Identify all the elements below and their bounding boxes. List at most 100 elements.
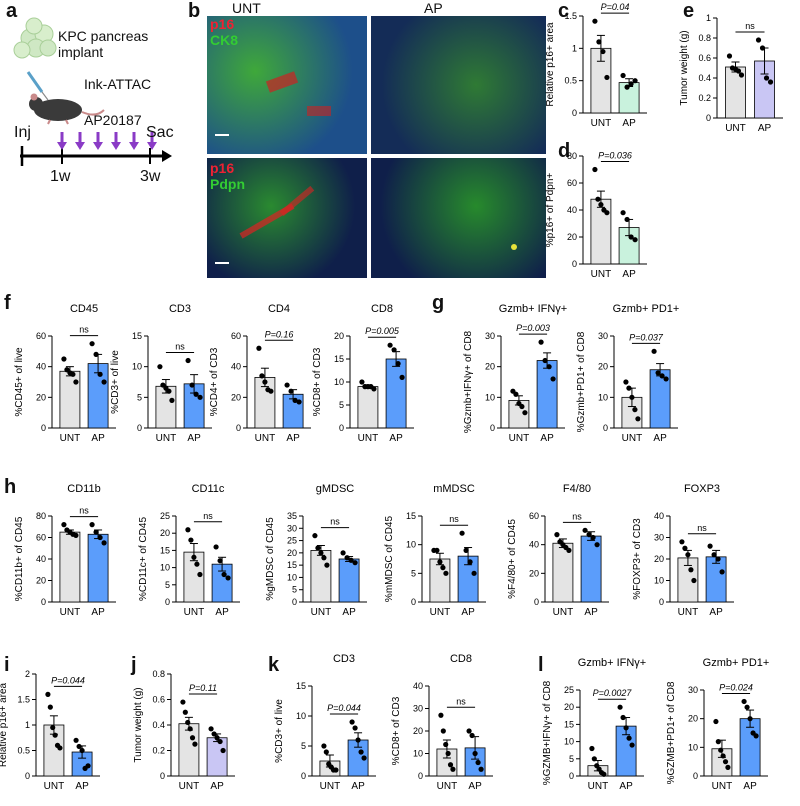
chart-title: CD11c	[192, 483, 225, 495]
data-point	[189, 382, 195, 388]
data-point	[220, 747, 226, 754]
data-point	[594, 542, 600, 548]
y-tick-label: 15	[296, 681, 306, 691]
data-point	[711, 552, 717, 558]
significance-label: P=0.16	[265, 329, 294, 339]
data-point	[352, 725, 358, 731]
data-point	[546, 364, 552, 370]
y-tick-label: 5	[292, 585, 297, 595]
y-tick-label: 0	[534, 597, 539, 607]
chart-title: CD3	[169, 303, 191, 315]
data-point	[185, 527, 191, 533]
y-tick-label: 20	[688, 714, 698, 724]
micrograph-unt-ck8	[207, 16, 367, 154]
y-tick-label: 15	[160, 545, 170, 555]
y-axis-label: %GZMB+PD1+ of CD8	[666, 681, 677, 784]
y-tick-label: 0	[569, 771, 574, 781]
chart-title: CD3	[333, 653, 355, 665]
y-tick-label: 35	[287, 511, 297, 521]
y-tick-label: 0	[603, 423, 608, 433]
y-tick-label: 20	[36, 392, 46, 402]
x-tick-label: UNT	[320, 781, 341, 792]
bar-unt	[310, 550, 332, 603]
data-point	[182, 709, 188, 715]
data-point	[467, 559, 473, 565]
injection-arrows	[57, 132, 157, 150]
data-point	[538, 339, 544, 345]
data-point	[361, 755, 367, 761]
y-tick-label: 5	[137, 392, 142, 402]
y-tick-label: 15	[564, 719, 574, 729]
data-point	[192, 741, 198, 747]
y-axis-label: %Gzmb+PD1+ of CD8	[576, 331, 587, 432]
x-tick-label: UNT	[591, 118, 612, 129]
x-tick-label: UNT	[678, 607, 699, 618]
x-tick-label: AP	[709, 607, 723, 618]
column-label-ap: AP	[424, 0, 443, 16]
y-axis-label: %CD4+ of CD3	[209, 347, 220, 416]
y-tick-label: 15	[287, 560, 297, 570]
data-point	[358, 749, 364, 755]
data-point	[323, 749, 329, 755]
significance-label: ns	[330, 517, 340, 527]
y-tick-label: 0	[41, 597, 46, 607]
data-point	[256, 345, 262, 351]
x-tick-label: AP	[187, 433, 201, 444]
chart-k2: 0 10 20 30 40 %CD8+ of CD3 CD8 UNT AP ns	[391, 653, 493, 792]
data-point	[217, 738, 223, 745]
data-point	[61, 356, 67, 362]
chart-l2: 0 10 20 30 %GZMB+PD1+ of CD8 Gzmb+ PD1+ UNT AP P…	[666, 657, 769, 792]
data-point	[601, 771, 607, 777]
mouse-icon	[29, 93, 105, 125]
data-point	[189, 735, 196, 741]
x-tick-label: AP	[619, 781, 633, 792]
data-point	[475, 759, 481, 766]
y-tick-label: 0	[236, 423, 241, 433]
y-tick-label: 40	[654, 511, 664, 521]
y-tick-label: 0	[706, 113, 711, 123]
data-point	[391, 347, 397, 353]
x-tick-label: UNT	[588, 781, 609, 792]
data-point	[395, 361, 401, 367]
y-tick-label: 20	[160, 528, 170, 538]
data-point	[469, 732, 475, 739]
y-tick-label: 60	[36, 533, 46, 543]
data-point	[387, 342, 393, 348]
panel-label-g: g	[432, 292, 445, 314]
x-tick-label: AP	[286, 433, 300, 444]
stain-label-p16-top: p16	[210, 16, 235, 32]
timeline-axis	[20, 146, 172, 166]
stain-label-ck8: CK8	[210, 32, 239, 48]
data-point	[348, 557, 354, 563]
data-point	[197, 394, 203, 400]
significance-label: P=0.003	[516, 323, 550, 333]
y-tick-label: 0	[165, 597, 170, 607]
data-point	[744, 704, 750, 710]
x-tick-label: UNT	[622, 433, 643, 444]
y-tick-label: 1.5	[17, 695, 30, 705]
data-point	[682, 545, 688, 551]
y-tick-label: 20	[287, 548, 297, 558]
y-tick-label: 80	[567, 151, 577, 161]
data-point	[763, 75, 770, 81]
data-point	[259, 373, 265, 379]
bar-unt	[178, 723, 200, 777]
injection-arrow-2	[75, 132, 85, 150]
data-point	[759, 45, 766, 51]
x-tick-label: UNT	[725, 123, 746, 134]
data-point	[447, 762, 454, 768]
data-point	[340, 550, 346, 556]
y-axis-label: %CD3+ of live	[110, 350, 121, 414]
data-point	[719, 569, 725, 575]
chart-title: CD4	[268, 303, 290, 315]
y-axis-label: Relative p16+ area	[0, 682, 9, 767]
x-tick-label: AP	[75, 781, 89, 792]
y-tick-label: 10	[485, 392, 495, 402]
y-tick-label: 0	[41, 423, 46, 433]
data-point	[318, 550, 324, 556]
x-tick-label: AP	[468, 781, 482, 792]
chart-h3: 0 5 10 15 20 25 30 35 %gMDSC of CD45 gMDSC UNT AP ns	[265, 483, 367, 618]
chart-title: CD11b	[67, 483, 100, 495]
experiment-schematic	[13, 17, 172, 166]
x-tick-label: AP	[389, 433, 403, 444]
